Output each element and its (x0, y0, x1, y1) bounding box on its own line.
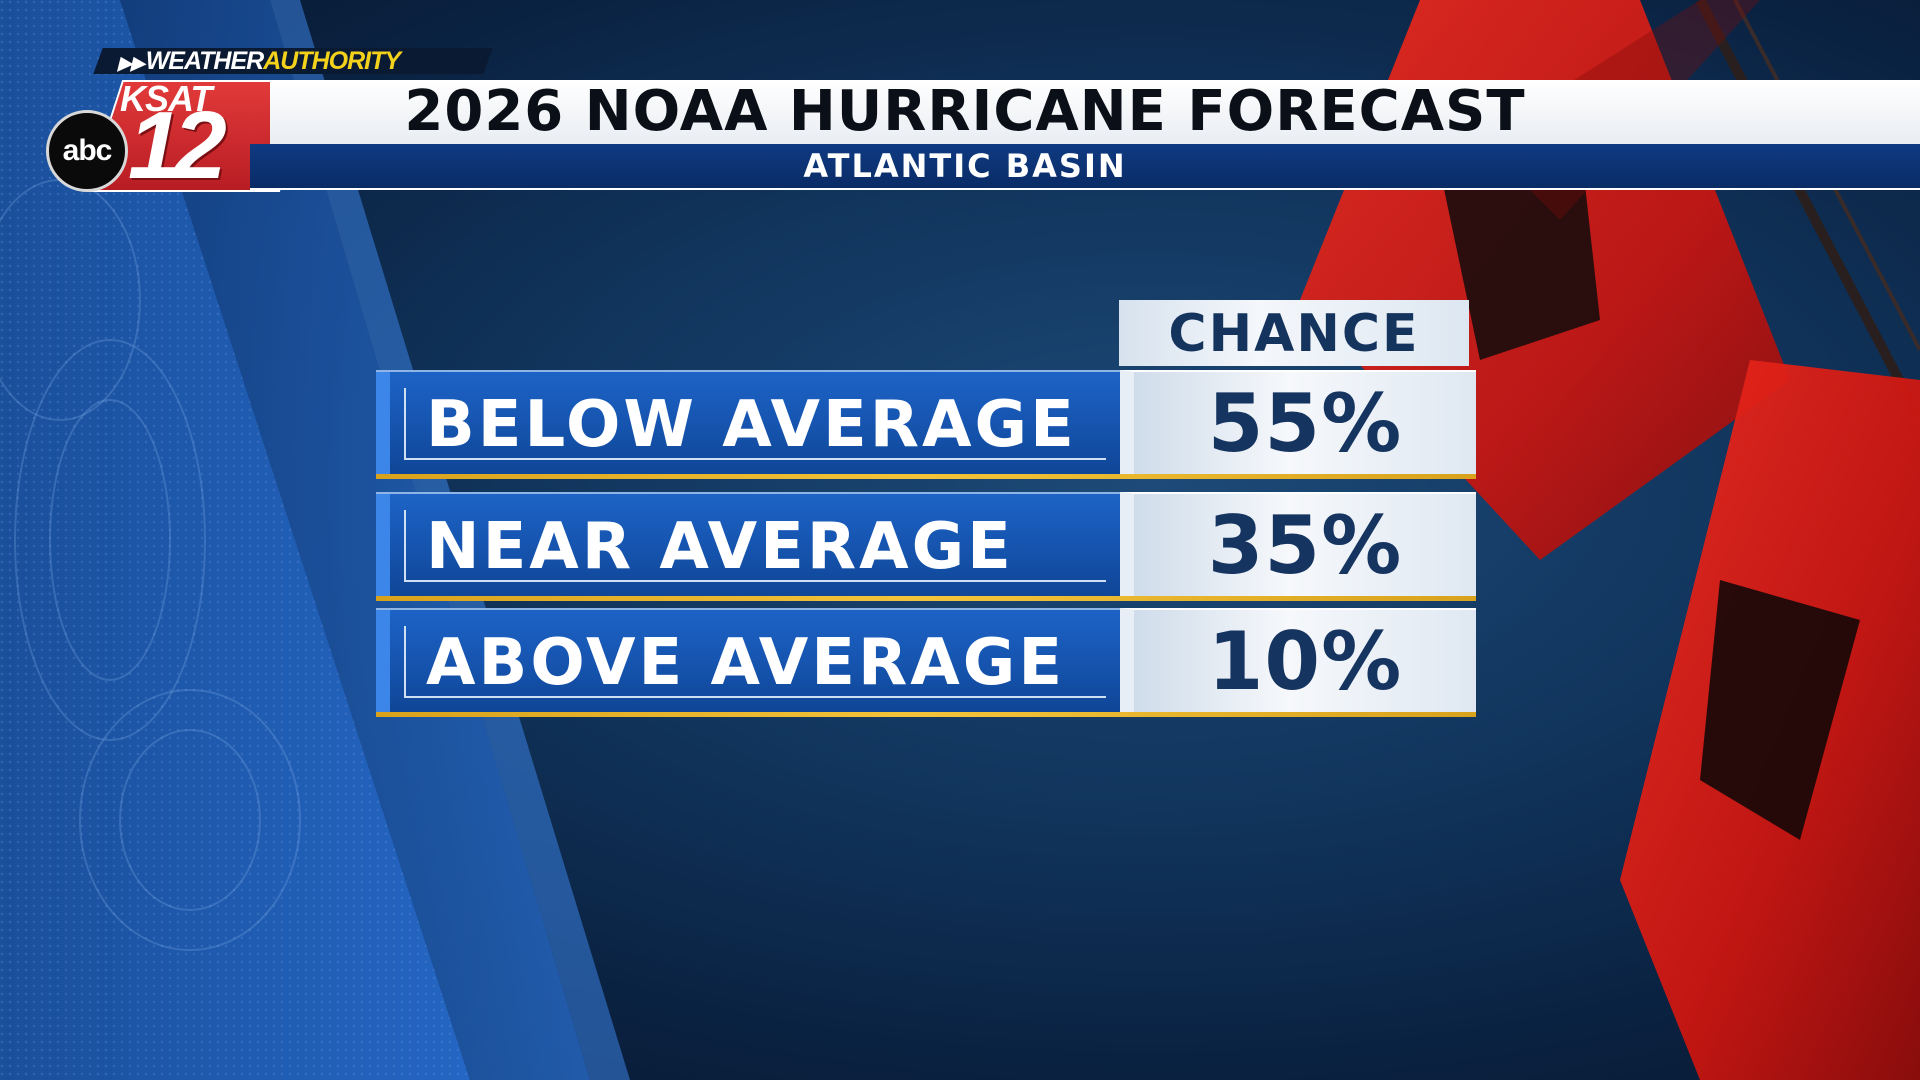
abc-network-logo: abc (46, 110, 128, 192)
row-label: NEAR AVERAGE (426, 510, 1014, 584)
row-label: BELOW AVERAGE (426, 388, 1077, 462)
double-chevron-icon: ▶▶ (118, 53, 145, 73)
row-chance-value: 35% (1120, 492, 1476, 596)
row-label-panel: BELOW AVERAGE (376, 370, 1120, 476)
subtitle-banner (250, 144, 1920, 190)
row-gold-rule (376, 596, 1476, 601)
row-inset-frame (404, 388, 1106, 460)
page-title: 2026 NOAA HURRICANE FORECAST (404, 79, 1526, 144)
logo-weather-text: WEATHER (145, 47, 265, 75)
row-chance-value: 55% (1120, 370, 1476, 474)
row-label: ABOVE AVERAGE (426, 626, 1066, 700)
row-label-panel: ABOVE AVERAGE (376, 608, 1120, 714)
chance-column-header: CHANCE (1119, 300, 1469, 366)
row-label-panel: NEAR AVERAGE (376, 492, 1120, 598)
row-gold-rule (376, 712, 1476, 717)
weather-authority-logo: ▶▶WEATHERAUTHORITY (118, 46, 401, 76)
row-inset-frame (404, 510, 1106, 582)
forecast-row-below-average: BELOW AVERAGE 55% (376, 370, 1476, 480)
forecast-row-near-average: NEAR AVERAGE 35% (376, 492, 1476, 602)
row-accent-stripe (376, 610, 390, 714)
row-chance-value: 10% (1120, 608, 1476, 712)
row-inset-frame (404, 626, 1106, 698)
logo-authority-text: AUTHORITY (263, 47, 401, 75)
row-accent-stripe (376, 372, 390, 476)
row-accent-stripe (376, 494, 390, 598)
forecast-row-above-average: ABOVE AVERAGE 10% (376, 608, 1476, 718)
page-subtitle: ATLANTIC BASIN (803, 147, 1127, 185)
ksat-channel-number: 12 (128, 92, 227, 199)
row-gold-rule (376, 474, 1476, 479)
ksat-logo-wordmark: KSAT (120, 78, 212, 119)
title-banner (270, 80, 1920, 144)
